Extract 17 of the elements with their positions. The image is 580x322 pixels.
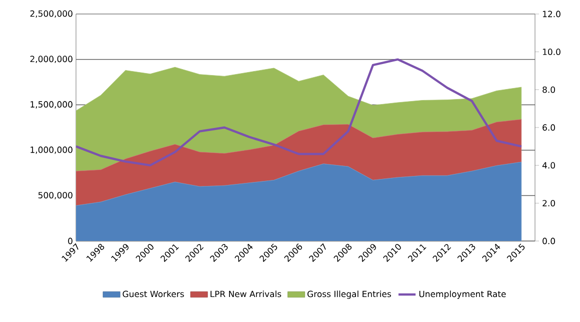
legend-label: Guest Workers (122, 290, 184, 298)
y-tick-label: 0 (68, 238, 72, 244)
legend-label: Unemployment Rate (419, 290, 506, 299)
y-tick-label: 500,000 (38, 192, 72, 200)
y-tick-label: 2,500,000 (30, 10, 72, 18)
y2-tick-label: 6.0 (542, 124, 555, 131)
y-tick-label: 1,500,000 (30, 101, 72, 108)
y2-tick-label: 8.0 (542, 86, 555, 93)
y2-tick-label: 10.0 (542, 48, 560, 56)
y2-tick-label: 4.0 (542, 162, 555, 169)
y-tick-label: 2,000,000 (30, 56, 72, 64)
y2-tick-label: 12.0 (542, 10, 560, 18)
y2-tick-label: 0.0 (542, 238, 555, 244)
y-tick-label: 1,000,000 (30, 146, 72, 154)
legend-label: Gross Illegal Entries (307, 290, 391, 299)
legend-label: LPR New Arrivals (210, 290, 282, 298)
y2-tick-label: 2.0 (542, 200, 555, 206)
